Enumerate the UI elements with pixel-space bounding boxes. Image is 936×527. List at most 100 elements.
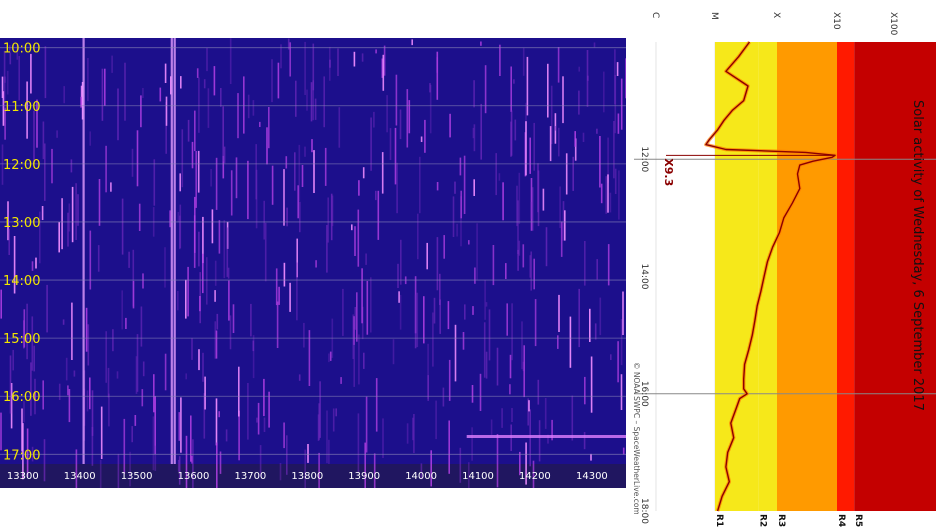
emission-streak: [89, 377, 91, 410]
emission-streak: [439, 299, 441, 334]
time-gridlines: [634, 158, 936, 395]
emission-streak: [181, 129, 184, 188]
emission-streak: [464, 304, 466, 320]
emission-streak: [63, 86, 65, 104]
frequency-label: 13700: [234, 471, 266, 482]
emission-streak: [202, 253, 204, 294]
emission-streak: [73, 370, 76, 377]
emission-streak: [596, 259, 598, 280]
emission-streak: [194, 110, 196, 152]
emission-streak: [509, 354, 512, 379]
emission-streak: [289, 282, 291, 312]
emission-streak: [547, 63, 549, 118]
emission-streak: [199, 296, 201, 312]
emission-streak: [252, 335, 255, 379]
emission-streak: [42, 380, 44, 410]
emission-streak: [67, 212, 69, 247]
emission-streak: [365, 253, 367, 265]
emission-streak: [436, 51, 439, 100]
emission-streak: [65, 357, 68, 381]
emission-streak: [473, 124, 476, 152]
emission-streak: [263, 200, 265, 240]
emission-streak: [516, 185, 518, 227]
emission-streak: [318, 403, 320, 440]
emission-streak: [289, 42, 291, 77]
emission-line: [82, 38, 85, 464]
emission-streak: [283, 262, 286, 287]
emission-streak: [206, 257, 208, 305]
emission-streak: [589, 308, 591, 342]
emission-streak: [247, 94, 250, 119]
emission-streak: [4, 107, 6, 140]
emission-streak: [396, 162, 398, 214]
emission-streak: [479, 373, 482, 411]
emission-streak: [223, 146, 226, 164]
emission-streak: [3, 50, 6, 109]
emission-streak: [456, 223, 458, 237]
emission-streak: [430, 450, 432, 487]
peak-label: X9.3: [662, 158, 675, 186]
emission-streak: [286, 435, 288, 475]
emission-streak: [557, 335, 559, 349]
emission-streak: [226, 227, 229, 277]
emission-streak: [299, 201, 301, 233]
emission-streak: [502, 182, 504, 221]
emission-streak: [117, 453, 120, 488]
emission-streak: [218, 220, 221, 254]
emission-streak: [358, 180, 360, 196]
emission-streak: [331, 195, 334, 227]
emission-streak: [473, 179, 475, 196]
emission-streak: [522, 361, 525, 372]
emission-streak: [492, 245, 495, 286]
emission-streak: [584, 376, 586, 405]
emission-streak: [153, 159, 156, 206]
emission-streak: [279, 463, 282, 481]
emission-streak: [192, 439, 194, 488]
emission-streak: [75, 183, 77, 240]
emission-streak: [373, 111, 375, 128]
emission-streak: [514, 119, 517, 141]
emission-streak: [198, 77, 200, 133]
emission-streak: [266, 127, 268, 165]
emission-streak: [351, 224, 353, 231]
emission-streak: [427, 343, 429, 399]
emission-streak: [10, 383, 13, 429]
emission-streak: [204, 376, 206, 410]
blackout-band: [854, 42, 936, 511]
emission-streak: [533, 122, 535, 171]
emission-streak: [153, 374, 155, 413]
emission-streak: [285, 156, 288, 169]
emission-streak: [214, 260, 217, 286]
emission-streak: [614, 49, 616, 105]
emission-streak: [35, 257, 37, 269]
emission-streak: [468, 240, 470, 245]
frequency-label: 14100: [462, 471, 494, 482]
emission-streak: [91, 427, 94, 466]
emission-streak: [471, 427, 473, 461]
emission-streak: [436, 182, 439, 191]
emission-streak: [132, 249, 135, 307]
emission-streak: [558, 127, 560, 157]
emission-streak: [622, 291, 624, 335]
emission-streak: [255, 169, 258, 229]
emission-streak: [228, 280, 230, 321]
emission-streak: [0, 289, 3, 319]
emission-streak: [392, 339, 395, 365]
emission-streak: [31, 261, 34, 271]
emission-streak: [165, 96, 168, 126]
emission-streak: [607, 244, 610, 286]
emission-streak: [370, 277, 372, 333]
emission-streak: [329, 351, 332, 361]
emission-streak: [214, 321, 217, 359]
emission-streak: [91, 390, 94, 436]
emission-streak: [571, 395, 574, 441]
emission-streak: [472, 306, 474, 315]
emission-streak: [426, 242, 428, 270]
emission-streak: [13, 236, 16, 294]
emission-streak: [417, 213, 419, 260]
emission-streak: [509, 384, 511, 395]
time-tick-label: 18:00: [639, 498, 649, 524]
emission-streak: [121, 198, 124, 255]
emission-streak: [538, 420, 541, 462]
emission-streak: [229, 315, 232, 350]
